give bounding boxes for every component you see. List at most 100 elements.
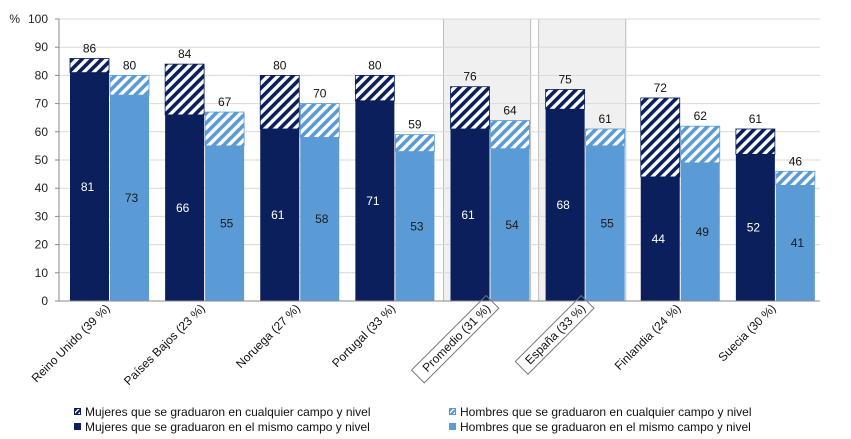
legend-item-women-same: Mujeres que se graduaron en el mismo cam… [74,420,449,434]
bar-women-any [354,75,395,102]
legend-item-men-same: Hombres que se graduaron en el mismo cam… [449,420,829,434]
data-label-men-same: 55 [220,216,234,230]
bar-women-any [259,75,300,130]
x-tick-label: Suecia (30 %) [715,301,778,364]
data-label-women-same: 61 [461,208,475,222]
bar-men-same [205,145,245,301]
bar-women-same [450,128,490,301]
bar-men-same [110,95,149,301]
data-label-women-same: 61 [271,208,285,222]
y-tick-label: 100 [28,12,48,26]
data-label-men-any: 67 [218,95,232,109]
y-tick-label: 80 [35,68,49,82]
data-label-women-any: 72 [654,81,668,95]
y-tick-label: 30 [35,209,49,223]
x-tick-label: Países Bajos (23 %) [121,301,208,388]
bar-men-any [109,75,150,96]
data-label-women-same: 71 [366,194,380,208]
data-label-women-any: 80 [273,58,287,72]
bar-men-any [490,120,530,150]
data-label-men-any: 61 [598,112,612,126]
bar-men-same [585,145,625,301]
data-label-women-same: 52 [747,221,761,235]
bar-women-same [640,176,680,301]
y-tick-label: 0 [41,294,48,308]
data-label-women-same: 81 [81,180,95,194]
legend-row-any: Mujeres que se graduaron en cualquier ca… [74,404,844,419]
y-tick-label: 60 [35,125,49,139]
bar-men-same [300,137,340,301]
legend-label-men-any: Hombres que se graduaron en cualquier ca… [460,404,752,419]
legend-label-women-same: Mujeres que se graduaron en el mismo cam… [85,419,370,434]
bar-women-any [450,86,490,130]
legend-row-same: Mujeres que se graduaron en el mismo cam… [74,419,844,434]
data-label-men-same: 41 [791,236,805,250]
data-label-women-any: 84 [178,47,192,61]
data-label-men-same: 54 [505,218,519,232]
data-label-men-any: 62 [694,109,708,123]
legend-item-women-any: Mujeres que se graduaron en cualquier ca… [74,405,449,419]
data-label-women-any: 86 [83,41,97,55]
data-label-men-any: 59 [408,118,422,132]
y-tick-label: 90 [35,40,49,54]
x-tick-label-box [410,294,500,384]
bar-men-any [775,170,816,186]
x-tick-label: España (33 %) [522,301,588,367]
x-tick-label: Portugal (33 %) [329,301,398,370]
bar-men-any [299,103,340,138]
bar-women-any [69,58,110,73]
y-tick-label: 20 [35,238,49,252]
bar-men-same [395,151,435,301]
bar-chart: 0 10 20 30 40 50 60 70 80 90 100% 81 86 73 80 66 84 55 67… [9,12,820,388]
bar-men-same [490,148,530,301]
bar-men-same [775,185,815,301]
bar-women-same [165,114,205,301]
y-axis-unit-label: % [9,12,20,26]
legend-label-men-same: Hombres que se graduaron en el mismo cam… [460,419,751,434]
data-label-women-same: 68 [556,198,570,212]
bar-women-same [545,109,585,302]
data-label-women-any: 75 [558,73,572,87]
bar-men-any [680,125,721,164]
bar-women-any [545,89,586,110]
legend-swatch-women-same [74,423,81,430]
data-label-men-same: 49 [696,225,710,239]
data-label-men-same: 73 [125,191,139,205]
legend: Mujeres que se graduaron en cualquier ca… [74,404,844,434]
legend-item-men-any: Hombres que se graduaron en cualquier ca… [449,405,829,419]
data-label-men-any: 46 [789,154,803,168]
bar-women-any [735,128,776,155]
x-tick-label: Promedio (31 %) [420,301,494,375]
legend-swatch-men-same [449,423,456,430]
bar-men-any [585,128,626,147]
legend-label-women-any: Mujeres que se graduaron en cualquier ca… [85,404,371,419]
data-label-men-any: 64 [503,104,517,118]
y-tick-label: 70 [35,97,49,111]
data-label-men-any: 80 [123,58,137,72]
y-tick-label: 50 [35,153,49,167]
y-tick-label: 40 [35,181,49,195]
bar-women-any [640,97,681,178]
data-label-women-same: 66 [176,201,190,215]
x-tick-label: Noruega (27 %) [233,301,303,371]
bar-men-same [680,162,720,301]
bar-women-same [70,72,109,301]
data-label-women-same: 44 [652,232,666,246]
data-label-women-any: 61 [749,112,763,126]
data-label-men-any: 70 [313,87,327,101]
data-label-women-any: 76 [463,70,477,84]
data-label-men-same: 55 [600,216,614,230]
bar-women-same [260,128,300,301]
x-tick-label: Finlandia (24 %) [612,301,684,373]
x-tick-label-box [514,294,595,375]
legend-swatch-women-any [74,408,81,415]
y-tick-label: 10 [35,266,49,280]
data-label-women-any: 80 [368,58,382,72]
data-label-men-same: 58 [315,212,329,226]
bar-men-any [394,134,435,152]
bar-women-same [355,100,395,301]
x-tick-label: Reino Unido (39 %) [29,301,113,385]
data-label-men-same: 53 [410,219,424,233]
bar-women-same [735,154,775,301]
legend-swatch-men-any [449,408,456,415]
